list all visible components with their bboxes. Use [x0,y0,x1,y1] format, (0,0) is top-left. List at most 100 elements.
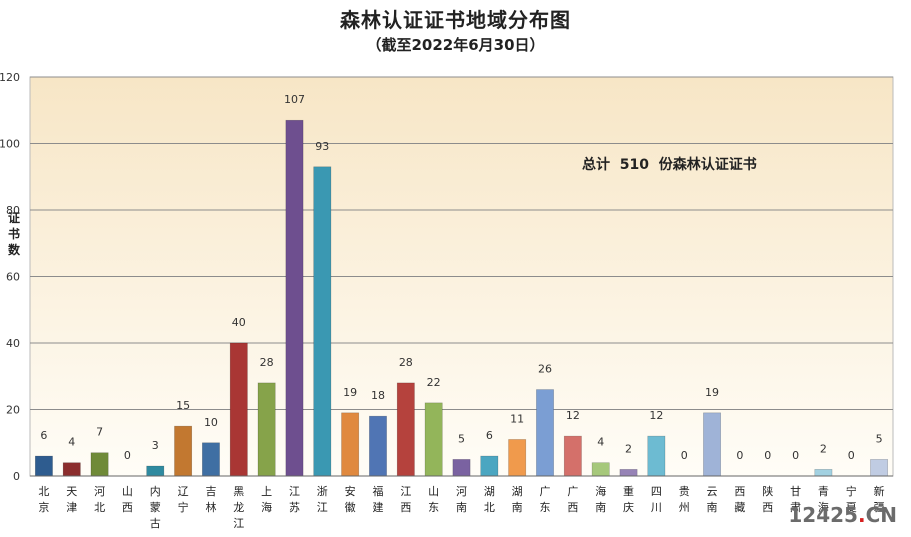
bar-value-label: 15 [176,399,190,412]
x-tick-label: 广东 [540,485,551,514]
bar-value-label: 6 [486,429,493,442]
bar [814,469,833,477]
x-tick-label: 浙江 [317,485,328,514]
bars [34,119,889,477]
x-tick-label: 广西 [567,485,578,514]
bar [34,455,53,477]
x-tick-label: 陕西 [762,484,773,514]
bar-value-label: 19 [343,386,357,399]
x-tick-label: 上海 [261,485,272,514]
bar [647,435,666,477]
y-tick-label: 80 [6,204,20,217]
bar-value-labels: 6 4 7 0 3 15 10 40 28 107 93 19 18 28 22 5 6 11 26 12 4 2 12 0 1… [40,93,882,462]
x-tick-label: 新疆 [874,484,885,514]
watermark-number: 12425 [788,503,858,527]
bar-value-label: 0 [736,449,743,462]
bar [424,402,443,477]
bar [703,412,721,477]
x-tick-label: 山东 [428,485,439,514]
bar-value-label: 93 [315,140,329,153]
watermark-tld: CN [865,503,897,527]
bar-value-label: 12 [649,409,663,422]
bar-value-label: 3 [152,439,159,452]
x-tick-label: 河北 [94,485,105,514]
bar [591,462,610,477]
x-tick-label: 内蒙古 [150,484,161,530]
x-tick-label: 福建 [372,484,383,514]
x-tick-label: 西藏 [734,485,745,514]
bar [285,119,304,477]
x-tick-label: 江西 [400,485,411,514]
y-tick-label: 40 [6,337,20,350]
bar-value-label: 0 [681,449,688,462]
x-tick-label: 贵州 [679,485,690,514]
grid-lines [30,76,893,410]
x-tick-label: 辽宁 [178,485,189,514]
bar [90,452,109,477]
bar-value-label: 0 [764,449,771,462]
bar-value-label: 107 [284,93,305,106]
x-tick-label: 甘肃 [790,485,801,514]
chart-title: 森林认证证书地域分布图 [340,8,571,32]
bar-value-label: 2 [625,442,632,455]
x-tick-label: 青海 [818,485,829,514]
y-tick-label: 0 [13,470,20,483]
bar-value-label: 6 [40,429,47,442]
x-tick-label: 安徽 [345,484,356,514]
watermark-dot: . [857,503,866,527]
bar [229,342,248,477]
bar [619,469,638,477]
x-tick-label: 四川 [651,485,662,514]
x-tick-label: 重庆 [623,484,634,514]
bar-value-label: 10 [204,416,218,429]
bar [174,425,193,477]
bar-value-label: 22 [427,376,441,389]
y-tick-label: 60 [6,271,20,284]
bar-value-label: 28 [399,356,413,369]
x-tick-label: 湖北 [484,485,495,514]
bar [563,435,582,477]
x-tick-label: 河南 [456,485,467,514]
bar-value-label: 26 [538,363,552,376]
bar [202,442,220,477]
y-tick-label: 120 [0,71,20,84]
x-tick-label: 海南 [595,484,606,514]
bar-value-label: 4 [68,436,75,449]
bar-value-label: 5 [876,432,883,445]
x-tick-label: 天津 [66,485,77,514]
bar [508,439,527,477]
x-tick-label: 湖南 [512,485,523,514]
bar [480,455,499,477]
bar-value-label: 0 [848,449,855,462]
bar-value-label: 4 [597,436,604,449]
bar-value-label: 11 [510,412,524,425]
chart-subtitle: （截至2022年6月30日） [366,36,545,54]
bar [369,415,387,477]
bar [452,459,471,477]
y-axis-title: 证书数 [8,211,21,257]
site-watermark: 12425.CN [788,503,897,527]
total-annotation: 总计 510 份森林认证证书 [582,156,757,173]
x-tick-label: 江苏 [289,485,300,514]
x-tick-label: 山西 [122,485,133,514]
bar [396,382,415,477]
bar-value-label: 7 [96,426,103,439]
bar-value-label: 0 [792,449,799,462]
bar-value-label: 28 [260,356,274,369]
bar-value-label: 19 [705,386,719,399]
x-tick-label: 云南 [707,485,718,514]
bar-value-label: 12 [566,409,580,422]
y-axis-title-text: 证书数 [8,211,21,257]
bar [62,462,81,477]
y-tick-label: 20 [6,404,20,417]
x-tick-label: 宁夏 [846,484,857,514]
bar-value-label: 18 [371,389,385,402]
bar-value-label: 5 [458,432,465,445]
bar [870,459,889,477]
bar [313,166,332,477]
bar [341,412,360,477]
bar [536,389,554,477]
bar-value-label: 40 [232,316,246,329]
y-tick-label: 100 [0,138,20,151]
